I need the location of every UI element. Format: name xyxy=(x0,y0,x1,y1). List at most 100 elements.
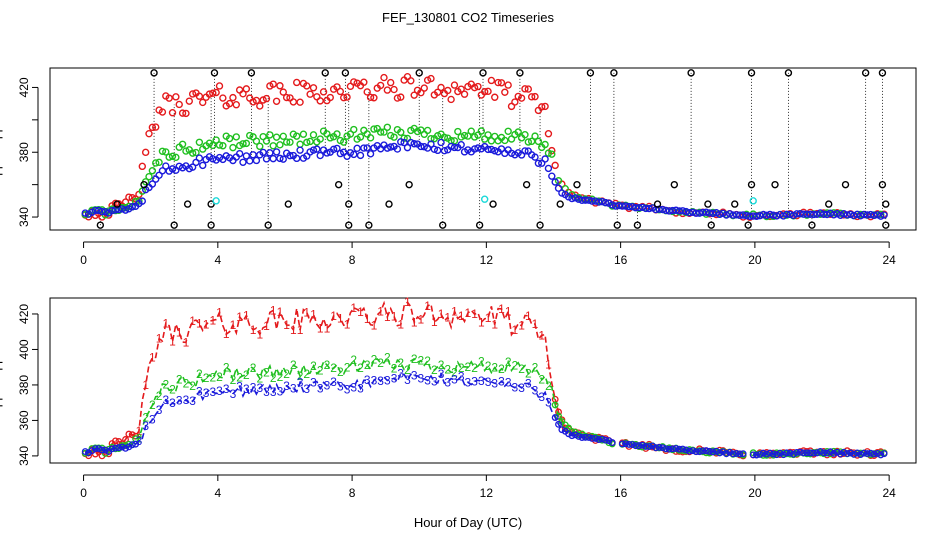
series-1-point xyxy=(450,81,459,89)
series-1-point xyxy=(309,84,318,92)
series-1-point xyxy=(215,82,224,90)
series-3-label: 3 xyxy=(538,390,545,404)
series-2-point xyxy=(464,132,472,140)
series-3-point xyxy=(840,210,848,218)
series-2-label: 2 xyxy=(411,352,418,366)
series-2-point xyxy=(158,147,167,155)
series-2-point xyxy=(279,132,287,141)
y-tick-label: 400 xyxy=(17,339,31,359)
series-3-point xyxy=(662,206,670,215)
series-3-label-marker xyxy=(628,441,636,449)
series-2-point xyxy=(548,150,556,158)
series-2-label-marker xyxy=(555,412,562,420)
series-3-point xyxy=(675,207,684,215)
outlier-point xyxy=(522,180,531,189)
series-2-point xyxy=(232,133,240,141)
series-1-point xyxy=(293,78,301,87)
series-3-label-marker xyxy=(638,441,646,449)
series-1-label: 1 xyxy=(256,327,263,341)
outlier-point xyxy=(707,221,715,229)
series-3-point xyxy=(427,140,435,148)
series-3-point xyxy=(356,151,365,160)
series-3-label-marker xyxy=(756,450,764,458)
outlier-point xyxy=(784,69,793,77)
series-1-point xyxy=(457,85,465,93)
series-3-label-marker xyxy=(863,450,871,458)
series-3-label-marker xyxy=(595,436,603,443)
series-3-label: 3 xyxy=(183,393,190,407)
series-3-point xyxy=(705,209,714,217)
series-1-label: 1 xyxy=(498,302,505,316)
series-1-point xyxy=(360,78,368,86)
series-3-label: 3 xyxy=(169,396,176,410)
series-1-label: 1 xyxy=(324,321,331,335)
series-2-point xyxy=(501,136,509,145)
series-3-point xyxy=(195,154,204,162)
series-3-label-marker xyxy=(732,449,740,457)
series-2-point xyxy=(188,149,197,157)
series-1-point xyxy=(279,88,287,96)
outlier-point xyxy=(744,221,752,229)
series-3-label-marker xyxy=(578,434,586,441)
series-3-point xyxy=(417,142,425,151)
series-1-point xyxy=(188,90,197,98)
outlier-point xyxy=(613,221,621,229)
series-1-label: 1 xyxy=(344,318,351,332)
series-3-label: 3 xyxy=(478,374,485,388)
series-1-point xyxy=(531,92,539,101)
series-3-point xyxy=(769,211,778,219)
series-1-label: 1 xyxy=(424,299,431,313)
series-2-label: 2 xyxy=(424,354,431,368)
series-2-point xyxy=(192,148,200,157)
series-3-point xyxy=(571,194,580,202)
series-3-point xyxy=(685,208,694,217)
series-2-label: 2 xyxy=(303,367,310,381)
series-2-point xyxy=(544,149,553,157)
series-3-point xyxy=(551,178,559,186)
outlier-point xyxy=(96,221,105,229)
series-2-point xyxy=(209,141,217,150)
series-1-point xyxy=(316,97,324,105)
series-1-point xyxy=(370,94,378,102)
series-3-label-marker xyxy=(773,451,781,459)
series-3-label: 3 xyxy=(203,386,210,400)
series-1-point xyxy=(282,93,291,102)
series-1-label: 1 xyxy=(297,323,304,337)
series-1-point xyxy=(551,161,559,170)
series-3-point xyxy=(806,210,814,218)
series-3-label-marker xyxy=(642,443,650,450)
series-1-point xyxy=(199,98,207,107)
series-1-point xyxy=(225,99,234,108)
series-3-point xyxy=(880,211,888,219)
series-2-label: 2 xyxy=(371,353,378,367)
series-1-point xyxy=(340,93,348,102)
cyan-point xyxy=(480,195,489,203)
series-3-label-marker xyxy=(763,450,771,458)
series-2-label: 2 xyxy=(250,361,257,375)
series-2-point xyxy=(299,130,308,138)
series-1-point xyxy=(393,94,402,102)
series-1-point xyxy=(350,78,358,86)
series-3-label-marker xyxy=(128,441,136,449)
series-3-point xyxy=(746,212,754,220)
series-2-point xyxy=(145,172,153,181)
series-2-point xyxy=(262,137,271,145)
series-3-label-marker xyxy=(608,439,616,447)
series-1-label: 1 xyxy=(350,301,357,315)
series-3-point xyxy=(491,147,499,155)
series-3-point xyxy=(91,206,100,215)
series-3-label-marker xyxy=(101,446,109,454)
series-3-label: 3 xyxy=(518,381,525,395)
series-2-label: 2 xyxy=(169,382,176,396)
series-1-point xyxy=(501,88,509,96)
series-3-label: 3 xyxy=(216,384,223,398)
series-3-point xyxy=(756,211,764,220)
series-1-label: 1 xyxy=(438,307,445,321)
series-2-label: 2 xyxy=(545,379,552,393)
series-3-label: 3 xyxy=(357,381,364,395)
series-3-label: 3 xyxy=(256,381,263,395)
series-3-label-marker xyxy=(682,446,690,454)
series-3-point xyxy=(457,141,465,149)
